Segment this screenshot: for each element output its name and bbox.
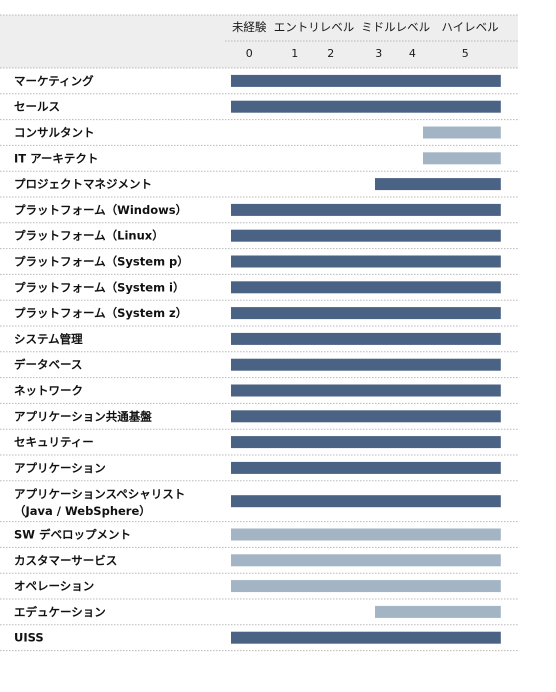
tick-label-3: 3: [375, 47, 382, 60]
skill-bar: [231, 461, 501, 474]
row-label: プラットフォーム（System i）: [14, 280, 185, 294]
row-label: IT アーキテクト: [14, 151, 98, 165]
row-label: アプリケーション共通基盤: [14, 409, 152, 423]
level-header-1: エントリレベル: [274, 20, 355, 34]
level-header-0: 未経験: [232, 20, 267, 34]
row-label: SW デベロップメント: [14, 528, 131, 542]
skill-bar: [231, 554, 501, 567]
skill-bar: [231, 528, 501, 541]
skill-bar: [231, 495, 501, 508]
skill-bar: [423, 126, 501, 139]
row-label: エデュケーション: [14, 605, 106, 619]
row-label: UISS: [14, 631, 44, 645]
row-label: オペレーション: [14, 579, 94, 593]
level-header-3: ハイレベル: [441, 20, 498, 34]
tick-label-2: 2: [327, 47, 334, 60]
skill-bar: [231, 410, 501, 423]
skill-bar: [231, 203, 501, 216]
row-label: プラットフォーム（Windows）: [14, 203, 187, 217]
row-label: ネットワーク: [14, 384, 83, 398]
row-label: セキュリティー: [14, 435, 94, 449]
skill-bar: [231, 631, 501, 644]
row-label-secondary: （Java / WebSphere）: [14, 504, 151, 518]
row-label: データベース: [14, 358, 82, 372]
skill-bar: [423, 152, 501, 165]
skill-bar: [231, 281, 501, 294]
row-label: アプリケーションスペシャリスト: [14, 487, 185, 501]
row-label: マーケティング: [14, 74, 94, 88]
row-label: セールス: [14, 100, 60, 114]
skill-bar: [231, 255, 501, 268]
row-label: プロジェクトマネジメント: [14, 177, 152, 191]
skill-bar: [231, 100, 501, 113]
skill-bar: [231, 332, 501, 345]
skill-bar: [231, 74, 501, 87]
tick-label-1: 1: [291, 47, 298, 60]
level-header-2: ミドルレベル: [361, 20, 430, 34]
row-label: プラットフォーム（System z）: [14, 306, 187, 320]
tick-label-5: 5: [462, 47, 469, 60]
skill-bar: [231, 307, 501, 320]
skill-bar: [231, 436, 501, 449]
tick-label-4: 4: [409, 47, 416, 60]
row-label: カスタマーサービス: [14, 553, 117, 567]
skill-bar: [231, 580, 501, 593]
row-label: プラットフォーム（Linux）: [14, 229, 164, 243]
skill-bar: [231, 229, 501, 242]
row-label: コンサルタント: [14, 126, 95, 140]
row-label: アプリケーション: [14, 461, 106, 475]
row-label: システム管理: [14, 332, 83, 346]
skill-bar: [231, 384, 501, 397]
skill-bar: [231, 358, 501, 371]
tick-label-0: 0: [246, 47, 253, 60]
skill-bar: [375, 178, 501, 191]
row-label: プラットフォーム（System p）: [14, 255, 189, 269]
skill-bar: [375, 605, 501, 618]
